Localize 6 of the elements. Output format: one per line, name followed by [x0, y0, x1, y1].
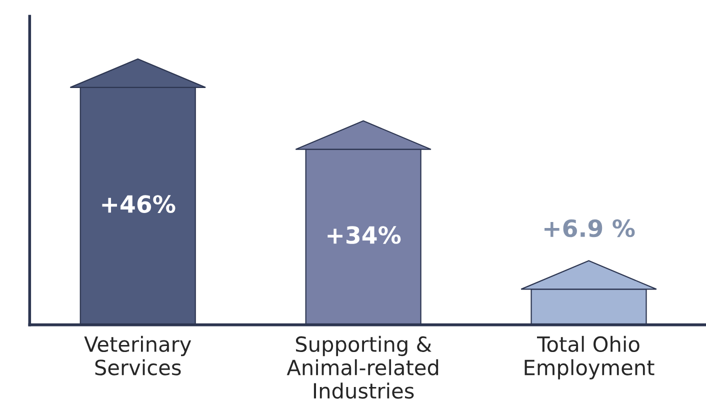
x-tick-label: Total Ohio Employment [524, 336, 654, 380]
data-label: +6.9 % [544, 219, 635, 238]
data-label: +34% [328, 226, 401, 244]
x-tick-label: Veterinary Services [84, 336, 192, 376]
x-tick-label: Supporting & Animal-related Industries [286, 336, 438, 399]
data-label: +46% [102, 195, 176, 213]
